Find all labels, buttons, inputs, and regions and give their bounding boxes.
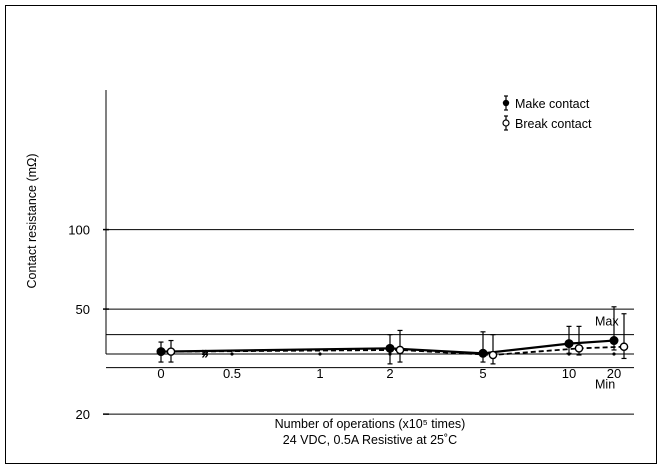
axis-break-mark: » (201, 347, 208, 362)
x-tick-label: 10 (562, 366, 576, 381)
annotation-min: Min (595, 378, 615, 392)
annotation-max: Max (595, 315, 619, 329)
x-tick-mark (612, 352, 616, 356)
legend-marker-make (502, 99, 510, 107)
data-point-break (395, 345, 405, 355)
chart-frame (5, 5, 657, 464)
y-tick-label: 20 (76, 407, 90, 422)
legend-label: Make contact (515, 97, 590, 111)
x-axis-title: Number of operations (x10⁵ times) (275, 417, 466, 431)
x-tick-mark (318, 352, 322, 356)
data-point-break (488, 350, 498, 360)
data-point-break (619, 342, 629, 352)
x-tick-label: 0.5 (223, 366, 241, 381)
legend-label: Break contact (515, 117, 592, 131)
x-tick-mark (230, 352, 234, 356)
y-tick-label: 100 (68, 223, 90, 238)
y-axis-title: Contact resistance (mΩ) (25, 153, 39, 288)
x-tick-label: 2 (386, 366, 393, 381)
data-point-make (156, 347, 166, 357)
x-tick-label: 1 (316, 366, 323, 381)
x-tick-label: 20 (607, 366, 621, 381)
data-point-make (478, 348, 488, 358)
data-point-make (564, 339, 574, 349)
data-point-break (574, 344, 584, 353)
data-point-break (166, 347, 176, 356)
chart-subtitle: 24 VDC, 0.5A Resistive at 25˚C (283, 433, 457, 447)
y-tick-label: 50 (76, 302, 90, 317)
legend-marker-break (502, 119, 510, 127)
x-tick-label: 0 (157, 366, 164, 381)
data-point-make (609, 336, 619, 346)
x-tick-label: 5 (479, 366, 486, 381)
data-point-make (385, 343, 395, 353)
